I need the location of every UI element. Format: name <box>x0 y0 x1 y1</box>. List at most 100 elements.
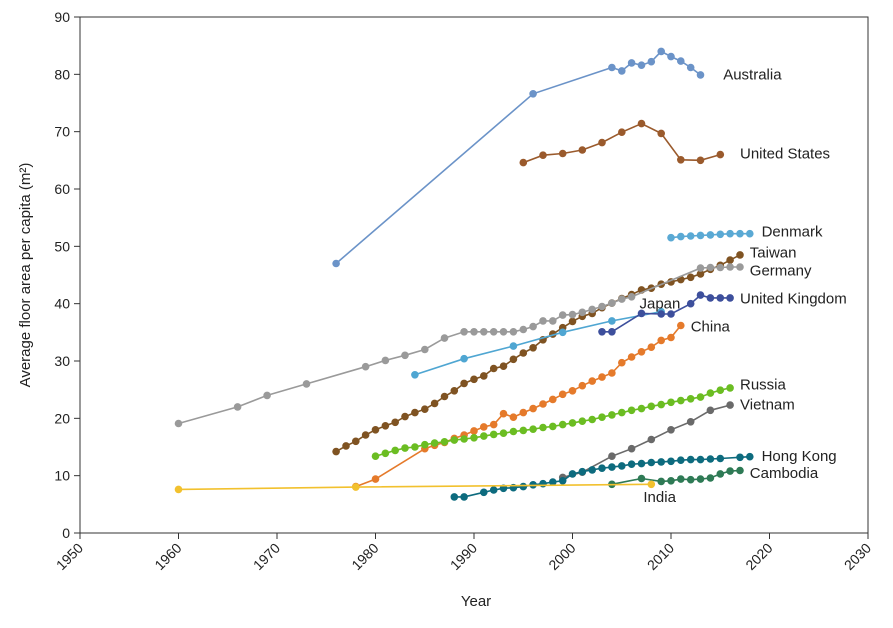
data-point-denmark <box>726 229 734 238</box>
series-line-india <box>178 483 652 491</box>
data-point-russia <box>450 436 459 444</box>
data-point-russia <box>401 444 409 452</box>
data-point-united-states <box>716 150 725 159</box>
data-point-germany <box>489 328 498 336</box>
data-point-china <box>647 343 656 352</box>
data-point-vietnam <box>608 452 616 461</box>
series-united-kingdom <box>598 291 734 336</box>
data-point-russia <box>706 389 715 397</box>
data-point-india <box>174 485 183 494</box>
series-india <box>174 480 656 494</box>
data-point-russia <box>519 426 528 435</box>
y-tick-label: 30 <box>54 353 70 369</box>
y-tick-label: 50 <box>54 238 70 254</box>
series-hong-kong <box>450 452 754 501</box>
y-tick-label: 60 <box>54 181 70 197</box>
data-point-hong-kong <box>460 493 468 501</box>
data-point-china <box>657 336 665 345</box>
data-point-taiwan <box>460 379 468 388</box>
data-point-taiwan <box>381 422 390 430</box>
series-line-japan <box>414 310 662 376</box>
y-axis: 0 10 20 30 40 50 60 70 80 90 <box>54 9 80 541</box>
data-point-china <box>677 321 685 330</box>
data-point-russia <box>539 423 547 432</box>
series-label-russia: Russia <box>740 377 787 394</box>
y-tick-label: 80 <box>54 66 70 82</box>
data-point-hong-kong <box>578 467 587 476</box>
x-tick-label: 2020 <box>742 540 775 573</box>
data-point-russia <box>588 415 596 424</box>
data-point-russia <box>411 443 419 451</box>
data-point-taiwan <box>470 375 478 384</box>
data-point-china <box>470 427 478 435</box>
data-point-russia <box>696 393 705 401</box>
series-label-denmark: Denmark <box>762 223 823 240</box>
x-tick-label: 2010 <box>644 540 677 573</box>
data-point-germany <box>470 328 478 336</box>
data-point-india <box>352 483 360 491</box>
series-label-cambodia: Cambodia <box>750 465 819 482</box>
data-point-united-states <box>558 149 567 158</box>
data-point-united-kingdom <box>657 310 665 318</box>
data-point-taiwan <box>726 256 734 264</box>
data-point-united-states <box>519 158 528 167</box>
series-russia <box>371 384 734 461</box>
data-point-china <box>519 408 528 417</box>
data-point-vietnam <box>627 444 636 453</box>
data-point-united-kingdom <box>608 328 616 336</box>
data-point-china <box>598 373 606 381</box>
data-point-russia <box>627 406 636 415</box>
data-point-china <box>578 381 587 390</box>
x-axis: 1950 1960 1970 1980 1990 2000 2010 2020 2030 <box>53 533 874 573</box>
data-point-australia <box>332 259 340 268</box>
data-point-germany <box>736 263 744 271</box>
series-line-vietnam <box>562 404 731 479</box>
data-point-germany <box>263 391 271 400</box>
data-point-germany <box>401 351 409 360</box>
data-point-taiwan <box>480 372 488 380</box>
data-point-china <box>568 387 577 395</box>
series-united-states <box>519 119 725 167</box>
data-point-china <box>627 353 636 361</box>
data-point-united-states <box>578 146 587 154</box>
data-point-denmark <box>686 232 695 240</box>
series-label-australia: Australia <box>723 66 782 83</box>
data-point-japan <box>558 328 567 337</box>
data-point-united-kingdom <box>598 328 606 336</box>
data-point-china <box>539 400 547 408</box>
data-point-hong-kong <box>706 455 715 463</box>
data-point-russia <box>529 425 537 434</box>
data-point-taiwan <box>430 399 439 408</box>
x-tick-label: 1980 <box>348 540 381 573</box>
data-point-vietnam <box>706 406 715 415</box>
data-point-russia <box>391 446 400 455</box>
data-point-japan <box>509 342 518 350</box>
series-line-australia <box>335 50 701 265</box>
data-point-china <box>618 358 626 367</box>
data-point-hong-kong <box>598 464 606 473</box>
series-line-united-kingdom <box>602 294 731 333</box>
data-point-cambodia <box>736 466 744 475</box>
data-point-china <box>489 420 498 429</box>
data-point-vietnam <box>647 435 656 444</box>
data-point-hong-kong <box>549 478 557 486</box>
data-point-china <box>637 348 646 356</box>
data-point-united-kingdom <box>696 291 705 299</box>
x-tick-label: 1970 <box>250 540 283 573</box>
data-point-taiwan <box>440 392 449 401</box>
data-point-hong-kong <box>450 493 459 501</box>
data-point-united-states <box>598 138 606 147</box>
data-point-india <box>647 480 656 489</box>
data-point-russia <box>440 438 449 446</box>
series-line-hong-kong <box>454 455 750 498</box>
data-point-vietnam <box>667 426 675 434</box>
data-point-hong-kong <box>647 458 656 467</box>
data-point-russia <box>499 429 508 438</box>
x-tick-label: 1990 <box>447 540 480 573</box>
data-point-china <box>371 475 380 483</box>
data-point-cambodia <box>637 474 646 483</box>
data-point-taiwan <box>361 431 370 439</box>
data-point-russia <box>618 408 626 417</box>
data-point-united-kingdom <box>716 294 725 302</box>
